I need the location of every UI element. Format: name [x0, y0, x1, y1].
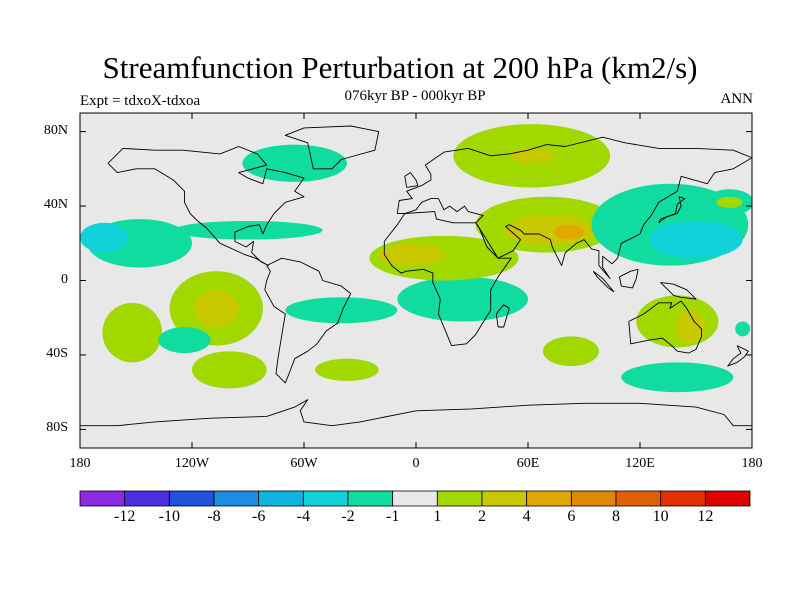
- experiment-label: Expt = tdxoX-tdxoa: [80, 93, 201, 109]
- anomaly-region-19: [542, 336, 599, 367]
- colorbar-label: 2: [478, 508, 486, 525]
- lon-tick-label: 180: [69, 456, 91, 471]
- colorbar-label: 6: [567, 508, 576, 525]
- anomaly-region-21: [649, 220, 743, 259]
- colorbar-box-4: [258, 490, 304, 507]
- colorbar-box-14: [704, 490, 751, 507]
- lon-tick-label: 60W: [290, 456, 318, 471]
- colorbar-box-6: [347, 490, 394, 507]
- colorbar-label: -8: [207, 508, 221, 525]
- colorbar-label: -6: [251, 508, 266, 525]
- anomaly-region-7: [173, 220, 323, 240]
- anomaly-region-23: [716, 196, 743, 208]
- anomaly-region-6: [192, 351, 267, 389]
- anomaly-region-1: [80, 222, 129, 253]
- coastline-north-america: [107, 146, 305, 267]
- coastlines: [80, 125, 752, 427]
- colorbar-box-5: [302, 490, 349, 507]
- colorbar-label: 1: [433, 508, 442, 525]
- colorbar-box-7: [392, 490, 438, 507]
- anomaly-region-18: [554, 224, 584, 240]
- anomaly-region-8: [242, 144, 347, 182]
- anomaly-region-25: [675, 310, 706, 344]
- time-range-label: 076kyr BP - 000kyr BP: [344, 88, 486, 104]
- colorbar-label: 4: [522, 508, 531, 525]
- colorbar-box-3: [213, 490, 260, 507]
- coastline-new-zealand: [727, 345, 749, 367]
- anomaly-region-9: [285, 297, 398, 324]
- coastline-madagascar: [495, 304, 510, 328]
- coastline-eurasia: [396, 136, 752, 280]
- coastline-africa: [383, 211, 512, 347]
- map-background: [80, 113, 752, 448]
- colorbar-box-11: [570, 490, 617, 507]
- colorbar-box-8: [436, 490, 483, 507]
- colorbar-box-12: [615, 490, 662, 507]
- colorbar-label: 8: [612, 508, 620, 525]
- lat-tick-label: 80N: [43, 122, 68, 138]
- anomaly-region-13: [378, 243, 446, 266]
- colorbar-box-2: [168, 490, 215, 507]
- lat-tick-label: 80S: [46, 420, 68, 436]
- colorbar-box-0: [79, 490, 126, 507]
- season-label: ANN: [720, 91, 754, 107]
- coastline-antarctica: [80, 399, 752, 427]
- anomaly-region-11: [397, 276, 528, 322]
- coastline-australia: [628, 300, 703, 354]
- anomaly-region-26: [621, 362, 734, 393]
- lon-tick-label: 60E: [516, 456, 540, 471]
- lon-tick-label: 120W: [174, 456, 210, 471]
- coastline-britain: [404, 172, 419, 188]
- anomaly-region-10: [315, 358, 379, 382]
- plot-title: Streamfunction Perturbation at 200 hPa (…: [102, 50, 698, 85]
- colorbar: [79, 490, 751, 507]
- lon-tick-label: 120E: [625, 456, 655, 471]
- colorbar-label: -4: [296, 508, 310, 525]
- lon-tick-label: 180: [741, 456, 763, 471]
- colorbar-label: -2: [341, 508, 355, 525]
- lon-tick-label: 0: [412, 456, 420, 471]
- colorbar-box-10: [526, 490, 572, 507]
- coastline-sumatra: [592, 270, 615, 293]
- coastline-borneo: [619, 268, 639, 289]
- anomaly-region-15: [509, 148, 555, 164]
- coastline-greenland: [284, 125, 380, 170]
- coastline-south-america: [264, 257, 352, 384]
- colorbar-box-9: [481, 490, 528, 507]
- coastline-japan: [658, 196, 686, 224]
- colorbar-label: -10: [158, 508, 180, 525]
- colorbar-box-13: [660, 490, 706, 507]
- anomaly-region-2: [102, 302, 163, 363]
- anomaly-region-5: [158, 327, 211, 354]
- colorbar-label: -1: [385, 508, 400, 525]
- lat-tick-label: 40S: [46, 345, 68, 361]
- colorbar-label: 10: [652, 508, 669, 525]
- coastline-new-guinea: [660, 281, 697, 300]
- lat-tick-label: 40N: [43, 197, 68, 213]
- anomaly-fields: [80, 124, 752, 393]
- lat-tick-label: 0: [61, 271, 68, 287]
- anomaly-region-27: [735, 321, 751, 337]
- colorbar-label: 12: [697, 508, 714, 525]
- anomaly-region-4: [193, 289, 239, 328]
- colorbar-label: -12: [113, 508, 136, 525]
- colorbar-box-1: [124, 490, 170, 507]
- axis-ticks: [79, 113, 753, 448]
